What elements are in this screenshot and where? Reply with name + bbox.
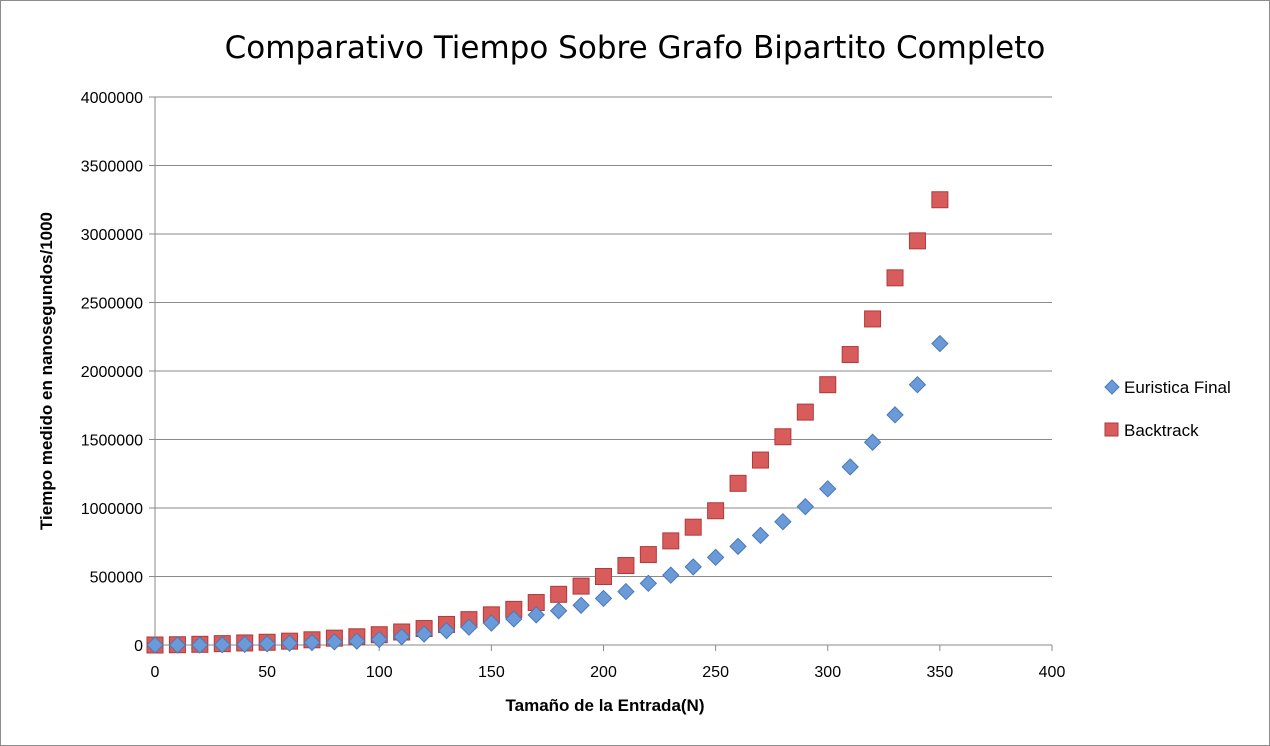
data-point-euristica-final <box>527 606 545 624</box>
data-point-backtrack <box>908 232 926 250</box>
data-point-euristica-final <box>796 497 815 516</box>
x-tick-label: 150 <box>478 664 505 681</box>
data-point-backtrack <box>729 474 747 492</box>
axes <box>149 96 1053 651</box>
data-point-backtrack <box>931 191 949 209</box>
data-point-euristica-final <box>774 512 792 531</box>
data-point-euristica-final <box>437 621 456 640</box>
data-point-euristica-final <box>482 614 501 632</box>
data-point-backtrack <box>841 346 859 364</box>
data-point-euristica-final <box>549 602 568 620</box>
y-tick-label: 1000000 <box>81 501 143 518</box>
y-tick-label: 500000 <box>90 570 143 587</box>
series-layer <box>146 191 949 654</box>
y-tick-label: 1500000 <box>81 433 143 450</box>
legend-marker-square <box>1104 422 1119 437</box>
data-point-euristica-final <box>325 633 344 651</box>
data-point-euristica-final <box>863 433 882 451</box>
data-point-euristica-final <box>213 636 231 654</box>
data-point-euristica-final <box>751 526 770 545</box>
data-point-euristica-final <box>841 458 859 476</box>
data-point-euristica-final <box>931 334 949 353</box>
legend-label-euristica-final: Euristica Final <box>1124 378 1231 397</box>
x-tick-label: 350 <box>927 664 954 681</box>
data-point-euristica-final <box>886 406 904 424</box>
legend-label-backtrack: Backtrack <box>1124 421 1199 440</box>
data-point-euristica-final <box>146 636 164 654</box>
legend-item-euristica-final: Euristica Final <box>1104 378 1231 397</box>
data-point-backtrack <box>774 428 792 446</box>
data-point-euristica-final <box>348 632 366 650</box>
y-axis-title: Tiempo medido en nanosegundos/1000 <box>37 212 56 530</box>
data-point-euristica-final <box>594 589 613 608</box>
x-tick-labels: 0 50 100 150 200 250 300 350 400 <box>151 664 1066 681</box>
data-point-backtrack <box>617 557 635 575</box>
data-point-euristica-final <box>370 630 388 649</box>
data-point-euristica-final <box>639 574 658 593</box>
data-point-euristica-final <box>191 636 209 654</box>
x-tick-label: 200 <box>590 664 617 681</box>
x-tick-label: 300 <box>814 664 841 681</box>
data-point-euristica-final <box>280 634 299 652</box>
data-point-euristica-final <box>572 596 590 614</box>
data-point-euristica-final <box>729 537 747 556</box>
data-point-euristica-final <box>235 635 254 654</box>
data-point-backtrack <box>707 502 725 520</box>
data-point-euristica-final <box>706 548 725 567</box>
legend: Euristica Final Backtrack <box>1104 378 1231 440</box>
data-point-backtrack <box>796 403 814 421</box>
legend-item-backtrack: Backtrack <box>1104 421 1199 440</box>
data-point-euristica-final <box>684 558 702 576</box>
legend-marker-diamond <box>1104 379 1120 395</box>
data-point-backtrack <box>864 310 882 328</box>
x-tick-label: 50 <box>258 664 276 681</box>
x-axis-title: Tamaño de la Entrada(N) <box>506 696 705 715</box>
data-point-euristica-final <box>460 618 478 636</box>
data-point-euristica-final <box>819 480 837 498</box>
y-tick-label: 3500000 <box>81 159 143 176</box>
data-point-euristica-final <box>168 636 187 654</box>
data-point-backtrack <box>684 518 702 536</box>
y-tick-label: 4000000 <box>81 90 143 107</box>
data-point-backtrack <box>550 585 568 603</box>
data-point-euristica-final <box>258 635 276 653</box>
series-square <box>146 191 949 654</box>
data-point-euristica-final <box>303 633 321 652</box>
data-point-euristica-final <box>392 628 411 646</box>
data-point-backtrack <box>662 532 680 550</box>
y-tick-label: 0 <box>134 638 143 655</box>
data-point-euristica-final <box>662 566 680 584</box>
y-tick-label: 2500000 <box>81 296 143 313</box>
y-tick-label: 3000000 <box>81 227 143 244</box>
data-point-backtrack <box>886 269 904 287</box>
data-point-backtrack <box>595 568 612 585</box>
x-tick-label: 0 <box>151 664 160 681</box>
data-point-euristica-final <box>505 610 523 628</box>
y-tick-labels: 0 500000 1000000 1500000 2000000 2500000 30000… <box>81 90 143 655</box>
data-point-backtrack <box>639 546 657 564</box>
data-point-euristica-final <box>415 625 433 643</box>
data-point-backtrack <box>819 376 837 394</box>
y-tick-label: 2000000 <box>81 364 143 381</box>
data-point-backtrack <box>751 451 769 469</box>
data-point-euristica-final <box>617 582 635 601</box>
data-point-backtrack <box>572 577 590 595</box>
x-tick-label: 250 <box>702 664 729 681</box>
grid-lines <box>155 96 1052 577</box>
data-point-euristica-final <box>908 375 927 394</box>
chart-title: Comparativo Tiempo Sobre Grafo Bipartito… <box>225 30 1046 66</box>
x-tick-label: 400 <box>1039 664 1066 681</box>
x-tick-label: 100 <box>366 664 393 681</box>
series-diamond <box>146 334 949 654</box>
